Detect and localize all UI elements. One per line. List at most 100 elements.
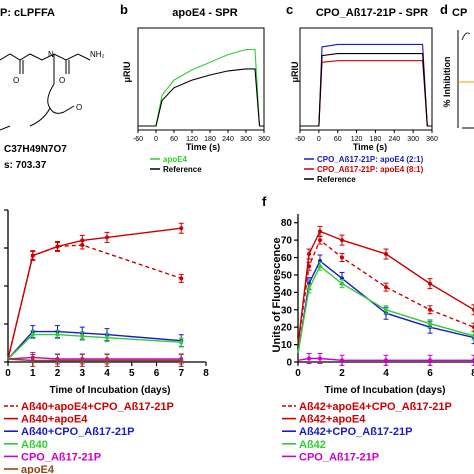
x-tick-label-b: 60 [170, 136, 178, 143]
panel-a-structure: P: cLPFFA NH₂ O O N O C37H49N7O7 s: 703.… [0, 7, 105, 171]
formula-label: C37H49N7O7 [4, 144, 67, 155]
legend-label-b-1: Reference [163, 165, 202, 174]
x-tick-label-e: 1 [30, 368, 36, 379]
x-tick-label-f: 0 [295, 368, 301, 379]
legend-label-c-0: CPO_Aß17-21P: apoE4 (2:1) [317, 155, 424, 164]
data-point-f-4 [428, 358, 432, 363]
panel-f-chart: Units of Fluorescence 024680102030405060… [271, 214, 474, 463]
series-line-e-0 [7, 244, 182, 360]
legend-label-f-2: Aß42+CPO_Aß17-21P [299, 426, 412, 438]
data-point-f-1 [307, 252, 311, 257]
x-tick-label-b: -60 [133, 136, 143, 143]
chart-title-d: CP [452, 7, 467, 19]
plot-frame-c [299, 27, 433, 131]
x-tick-label-c: 0 [317, 136, 321, 143]
x-tick-label-e: 0 [5, 368, 11, 379]
x-tick-label-e: 2 [55, 368, 61, 379]
y-tick-label-f: 80 [281, 218, 293, 229]
x-tick-label-f: 4 [383, 368, 389, 379]
chemical-structure-drawing [0, 53, 91, 131]
chart-title-b: apoE4 - SPR [172, 7, 237, 19]
data-point-e-1 [179, 226, 184, 231]
x-tick-label-e: 7 [178, 368, 184, 379]
x-tick-label-e: 4 [104, 368, 110, 379]
legend-label-f-1: Aß42+apoE4 [299, 414, 366, 426]
oxygen-label-2: O [59, 76, 65, 85]
x-tick-label-c: 180 [370, 136, 382, 143]
data-point-e-5 [55, 358, 60, 363]
data-point-e-3 [80, 334, 85, 339]
y-tick-label-f: 20 [281, 323, 293, 334]
y-tick-label-f: 0 [286, 358, 292, 369]
data-point-f-4 [340, 358, 344, 363]
data-point-e-1 [105, 235, 109, 240]
x-tick-label-c: 60 [334, 136, 342, 143]
data-point-e-5 [80, 358, 85, 363]
y-tick-label-f: 50 [281, 270, 293, 281]
legend-label-e-4: CPO_Aß17-21P [21, 451, 101, 463]
x-tick-label-e: 8 [203, 368, 209, 379]
oxygen-label-3: O [76, 103, 82, 112]
x-tick-label-c: 240 [388, 136, 400, 143]
x-tick-label-c: 120 [351, 136, 363, 143]
mass-label: s: 703.37 [4, 160, 47, 171]
y-axis-label-c: μRIU [290, 61, 300, 82]
x-tick-label-b: 300 [240, 136, 252, 143]
data-point-e-5 [179, 358, 184, 363]
data-point-e-3 [179, 340, 184, 345]
panel-letter-b: b [120, 2, 128, 17]
data-point-f-3 [307, 286, 311, 291]
panel-letter-f: f [262, 194, 267, 209]
data-point-f-1 [318, 229, 322, 234]
x-tick-label-e: 6 [154, 368, 160, 379]
series-line-e-3 [7, 333, 182, 360]
x-axis-label-c: Time (s) [353, 142, 387, 152]
series-line-e-4 [7, 356, 182, 360]
legend-label-e-3: Aß40 [21, 439, 48, 451]
x-tick-label-b: 240 [222, 136, 234, 143]
x-tick-label-f: 2 [339, 368, 345, 379]
legend-label-f-0: Aß42+apoE4+CPO_Aß17-21P [299, 401, 452, 413]
legend-label-f-4: CPO_Aß17-21P [299, 451, 379, 463]
data-point-e-5 [105, 358, 109, 363]
x-tick-label-c: 360 [426, 136, 438, 143]
x-tick-label-c: -60 [295, 136, 305, 143]
y-tick-label-f: 70 [281, 236, 293, 247]
panel-letter-c: c [286, 2, 293, 17]
data-point-f-3 [428, 321, 432, 326]
series-line-b-1 [138, 68, 264, 127]
x-tick-label-e: 3 [79, 368, 85, 379]
x-axis-label-f: Time of Incubation (days) [325, 385, 446, 396]
legend-label-b-0: apoE4 [163, 155, 188, 164]
x-axis-label-e: Time of Incubation (days) [50, 385, 171, 396]
legend-label-c-2: Reference [317, 175, 356, 184]
data-point-e-5 [30, 358, 35, 363]
nh2-label: NH₂ [90, 50, 105, 59]
y-axis-label-d: % Inhibition [442, 57, 452, 108]
data-point-e-1 [55, 244, 60, 249]
data-point-f-3 [318, 264, 322, 269]
data-point-e-1 [80, 238, 85, 243]
legend-label-c-1: CPO_Aß17-21P: apoE4 (8:1) [317, 165, 424, 174]
data-point-f-4 [384, 358, 388, 363]
legend-label-e-1: Aß40+apoE4 [21, 414, 88, 426]
oxygen-label-1: O [13, 76, 19, 85]
x-axis-label-b: Time (s) [186, 142, 220, 152]
x-tick-label-e: 5 [129, 368, 135, 379]
plot-frame-b [137, 27, 265, 131]
series-line-b-0 [138, 48, 264, 127]
panel-e-chart: 0 1 2 3 4 5 6 7 8 Time of Incubation (days) Aß40… [4, 209, 209, 474]
panel-d-curve [461, 32, 471, 41]
data-point-e-0 [179, 276, 184, 281]
panel-c-chart: CPO_Aß17-21P - SPR μRIU Time (s) -60 0 60 1… [290, 7, 438, 184]
panel-d-chart: CP % Inhibition [442, 7, 474, 129]
legend-label-e-2: Aß40+CPO_Aß17-21P [21, 426, 134, 438]
x-tick-label-b: 360 [258, 136, 270, 143]
panel-b-chart: apoE4 - SPR μRIU Time (s) -60 0 60 120 180 24… [122, 7, 270, 174]
data-point-e-3 [105, 335, 109, 340]
data-point-f-3 [340, 281, 344, 286]
data-point-f-0 [384, 285, 388, 290]
series-line-e-1 [7, 227, 182, 360]
data-point-f-1 [384, 252, 388, 257]
